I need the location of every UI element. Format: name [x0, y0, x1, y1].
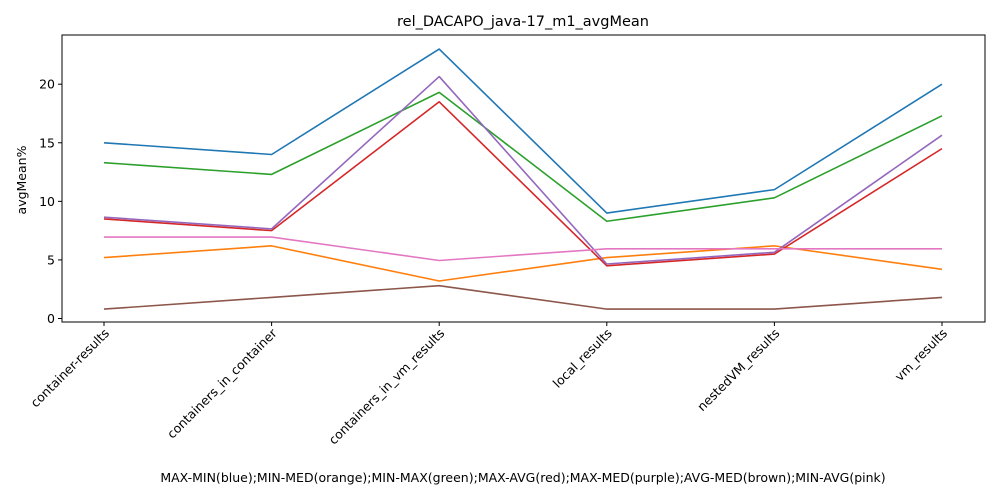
chart-title: rel_DACAPO_java-17_m1_avgMean: [397, 14, 649, 30]
x-tick-label: nestedVM_results: [694, 326, 782, 414]
y-tick-label: 20: [39, 77, 55, 92]
x-tick-label: local_results: [550, 326, 615, 391]
x-tick-label: container-results: [27, 326, 112, 411]
series-line-2: [103, 91, 943, 223]
x-axis-label: MAX-MIN(blue);MIN-MED(orange);MIN-MAX(gr…: [160, 470, 885, 485]
y-tick-label: 15: [39, 135, 55, 150]
y-axis-label: avgMean%: [14, 145, 29, 214]
y-tick-label: 5: [47, 252, 55, 267]
series-line-6: [104, 236, 942, 262]
series-layer: [103, 48, 943, 310]
series-line-0: [103, 48, 943, 214]
x-tick-label: vm_results: [892, 326, 950, 384]
x-tick-label: containers_in_container: [164, 325, 280, 441]
x-tick-label: containers_in_vm_results: [325, 326, 447, 448]
series-line-5: [103, 284, 943, 310]
plot-frame: [61, 34, 986, 323]
series-line-3: [103, 100, 943, 267]
series-line-1: [103, 245, 943, 282]
y-tick-label: 10: [39, 194, 55, 209]
axes-layer: 0 5 10 15 20 container-results containers_in_c…: [27, 34, 986, 448]
y-tick-label: 0: [47, 311, 55, 326]
series-line-4: [103, 75, 943, 265]
